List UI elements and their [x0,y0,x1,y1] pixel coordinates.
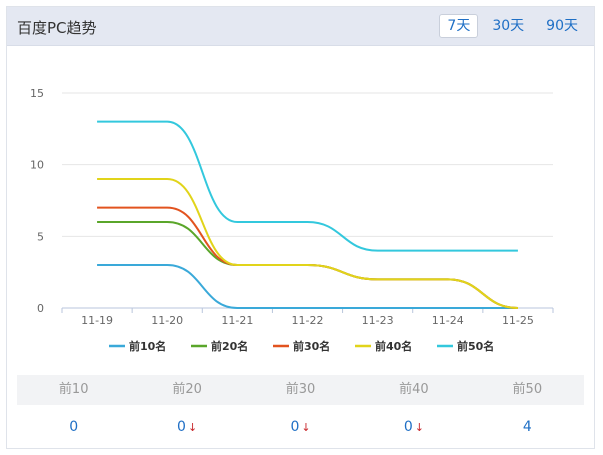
panel-header: 百度PC趋势 7天 30天 90天 [7,7,594,46]
stats-value-top50: 4 [522,419,532,435]
stats-value-top30: 0 ↓ [290,419,311,435]
x-tick-label: 11-19 [81,314,113,327]
x-tick-label: 11-25 [502,314,534,327]
series-line [97,120,518,252]
x-tick-label: 11-21 [221,314,253,327]
stats-value-top40: 0 ↓ [403,419,424,435]
series-line [97,178,518,309]
stats-header-row: 前10 前20 前30 前40 前50 [17,375,584,405]
down-arrow-icon: ↓ [301,421,311,434]
stats-header-top10: 前10 [58,382,89,397]
trend-panel: 百度PC趋势 7天 30天 90天 0 5 10 15 11-19 11-20 11-21 1… [6,6,595,449]
y-tick-label: 5 [37,230,44,243]
stats-header-top20: 前20 [172,382,202,397]
tab-30-days[interactable]: 30天 [492,18,525,34]
legend-label: 前50名 [457,339,494,353]
y-tick-label: 10 [30,159,44,172]
chart-grid [62,92,553,309]
chart-lines [97,120,518,310]
stats-header-top40: 前40 [399,382,429,397]
stats-value-row: 0 0 ↓ 0 ↓ 0 ↓ 4 [17,405,584,449]
trend-chart: 0 5 10 15 11-19 11-20 11-21 11-22 11-23 11-24 11-2… [30,87,554,353]
stats-header-top50: 前50 [512,382,543,397]
range-tabs: 7天 30天 90天 [439,14,586,38]
down-arrow-icon: ↓ [414,421,424,434]
stats-header-top30: 前30 [285,382,316,397]
down-arrow-icon: ↓ [187,421,198,434]
stats-value-top20: 0 ↓ [177,419,198,435]
x-tick-label: 11-23 [362,314,394,327]
tab-7-days[interactable]: 7天 [439,14,479,38]
panel-title: 百度PC趋势 [17,19,97,37]
stats-value-top10: 0 [69,419,79,435]
series-line [97,264,518,310]
legend-label: 前10名 [129,339,166,353]
ranking-stats: 前10 前20 前30 前40 前50 0 0 ↓ 0 ↓ 0 ↓ 4 [17,375,584,449]
chart-legend: 前10名 前20名 前30名 前40名 前50名 [109,339,494,353]
x-tick-label: 11-22 [292,314,324,327]
y-tick-label: 15 [30,87,44,100]
legend-label: 前40名 [375,339,412,353]
tab-90-days[interactable]: 90天 [546,18,578,34]
y-tick-label: 0 [37,302,44,315]
x-tick-label: 11-20 [151,314,183,327]
legend-label: 前30名 [293,339,330,353]
x-tick-label: 11-24 [432,314,464,327]
legend-label: 前20名 [211,339,248,353]
